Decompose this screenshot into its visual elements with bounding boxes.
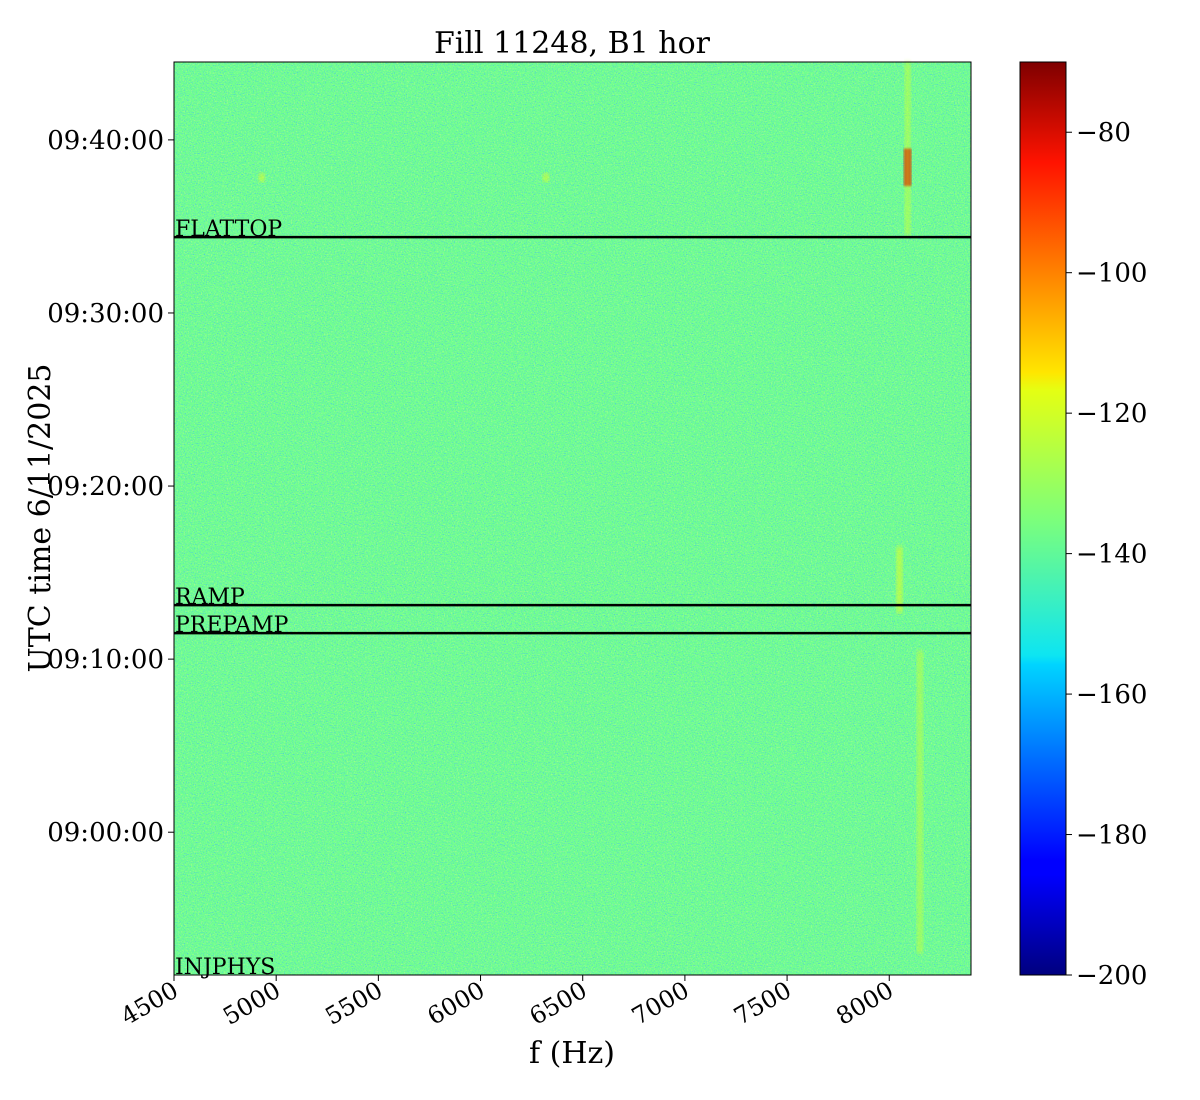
x-axis: 4500 5000 5500 6000 6500 7000 7500 8000 <box>116 975 898 1031</box>
colorbar-tick-label: −80 <box>1076 118 1131 148</box>
heatmap-noise-texture-bright <box>174 62 971 975</box>
x-axis-label: f (Hz) <box>529 1036 615 1071</box>
phase-marker-label: PREPAMP <box>175 613 289 638</box>
chart-title: Fill 11248, B1 hor <box>434 26 711 61</box>
x-tick-label: 8000 <box>831 976 898 1031</box>
x-tick-label: 5000 <box>218 976 285 1031</box>
plot-frame <box>173 61 972 976</box>
phase-markers: FLATTOP RAMP PREPAMP INJPHYS <box>174 217 971 980</box>
y-tick-label: 09:20:00 <box>47 472 164 502</box>
colorbar-gradient <box>1019 61 1067 976</box>
colorbar-tick-label: −200 <box>1076 961 1147 991</box>
x-tick-label: 5500 <box>320 976 387 1031</box>
phase-marker-label: FLATTOP <box>175 217 282 242</box>
y-axis: 09:00:00 09:10:00 09:20:00 09:30:00 09:40:00 <box>47 126 174 848</box>
x-tick-label: 7000 <box>627 976 694 1031</box>
colorbar-tick-label: −100 <box>1076 259 1147 289</box>
phase-marker-label: RAMP <box>175 585 245 610</box>
x-tick-label: 4500 <box>116 976 183 1031</box>
y-tick-label: 09:00:00 <box>47 818 164 848</box>
spectral-feature <box>542 173 549 182</box>
colorbar-tick-label: −120 <box>1076 399 1147 429</box>
spectral-feature <box>258 173 265 182</box>
spectral-feature <box>904 62 911 236</box>
plot-area: FLATTOP RAMP PREPAMP INJPHYS <box>173 61 972 980</box>
x-tick-label: 6000 <box>423 976 490 1031</box>
y-tick-label: 09:40:00 <box>47 126 164 156</box>
colorbar-tick-label: −180 <box>1076 821 1147 851</box>
colorbar-tick-label: −160 <box>1076 680 1147 710</box>
spectral-feature <box>896 546 903 613</box>
colorbar-ticks: −80 −100 −120 −140 −160 −180 −200 <box>1066 118 1147 991</box>
x-tick-label: 6500 <box>525 976 592 1031</box>
colorbar-tick-label: −140 <box>1076 540 1147 570</box>
y-axis-label: UTC time 6/11/2025 <box>23 364 58 673</box>
y-tick-label: 09:10:00 <box>47 645 164 675</box>
colorbar: −80 −100 −120 −140 −160 −180 −200 <box>1019 61 1147 991</box>
y-tick-label: 09:30:00 <box>47 299 164 329</box>
x-tick-label: 7500 <box>729 976 796 1031</box>
spectral-feature <box>916 650 923 954</box>
heatmap-features <box>258 62 923 954</box>
phase-marker-label: INJPHYS <box>175 955 275 980</box>
